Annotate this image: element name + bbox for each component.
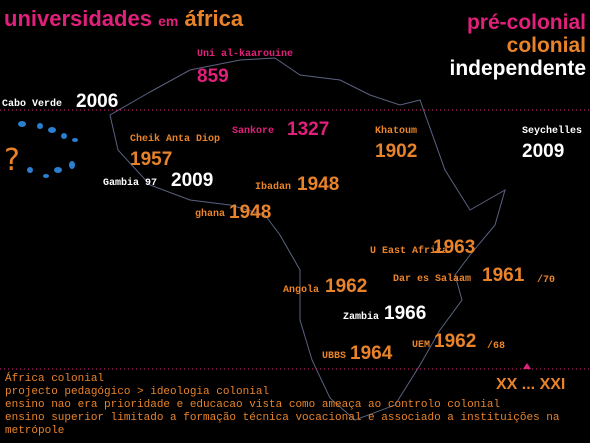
label-name: Dar es Salaam [393,273,471,285]
label-year: 1962 [325,276,367,297]
label-name: Sankore [232,125,274,137]
label-name: Gambia 97 [103,177,157,189]
label-name: Angola [283,284,319,296]
label-name: Khatoum [375,125,417,137]
legend-item: colonial [507,34,586,57]
label-year: 2009 [522,141,564,162]
label-name: Seychelles [522,125,582,137]
label-name: Cheik Anta Diop [130,133,220,145]
label-name: ghana [195,208,225,220]
note: ensino superior limitado a formação técn… [5,412,560,424]
label-name: Uni al-kaarouine [197,48,293,60]
label-year: 859 [197,66,229,87]
label-year: 1327 [287,119,329,140]
label-year: 2006 [76,91,118,112]
label-year: 1957 [130,149,172,170]
label-year: 1902 [375,141,417,162]
label-suffix: /68 [487,340,505,352]
label-year: 1966 [384,303,426,324]
note: ensino nao era prioridade e educacao vis… [5,399,500,411]
label-name: Ibadan [255,181,291,193]
note: projecto pedagógico > ideologia colonial [5,386,269,398]
title: universidades em áfrica [4,6,244,31]
label-year: 1963 [433,237,475,258]
label-name: U East Africa [370,245,448,257]
era: XX ... XXI [496,376,565,393]
africa-outline [109,57,506,421]
label-name: UEM [412,340,430,351]
legend-item: pré-colonial [467,11,586,34]
note: África colonial [5,371,104,385]
label-year: 1964 [350,343,393,364]
label-name: Cabo Verde [2,98,62,110]
label-suffix: /70 [537,274,555,286]
label-year: 2009 [171,170,213,191]
label-year: 1961 [482,265,525,286]
label-name: Zambia [343,311,379,323]
label-year: 1962 [434,331,476,352]
label-year: 1948 [229,202,271,223]
label-name: UBBS [322,351,346,362]
note: metrópole [5,425,64,437]
question-mark: ? [4,143,20,178]
marker [523,363,531,369]
islands [18,121,78,178]
legend-item: independente [449,57,586,80]
label-year: 1948 [297,174,339,195]
